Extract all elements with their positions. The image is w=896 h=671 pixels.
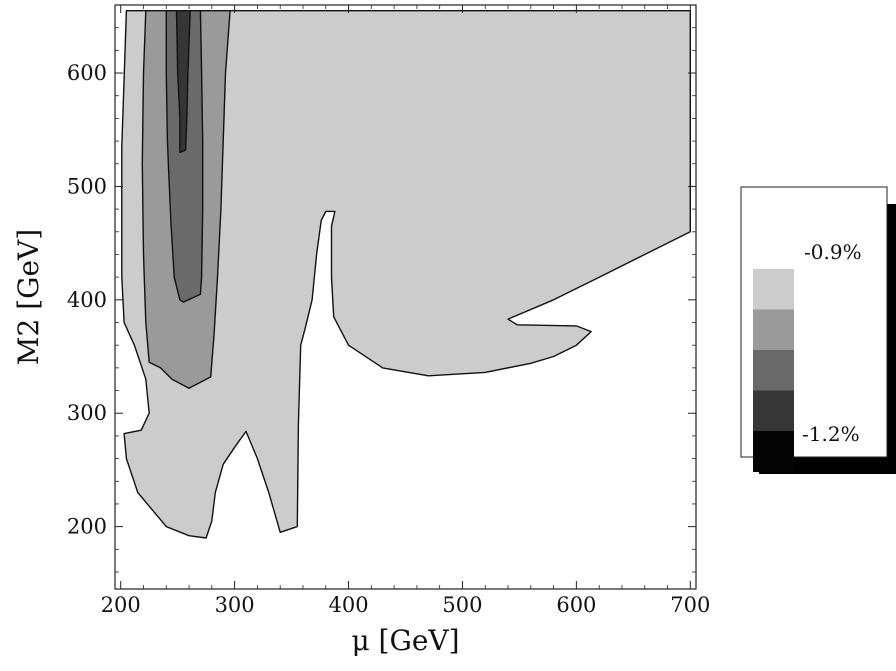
plot-area	[121, 10, 691, 539]
contour-region-0	[121, 10, 691, 539]
y-tick-label: 200	[67, 515, 107, 539]
x-axis: 200 300 400 500 600 700	[101, 5, 710, 617]
x-tick-label: 500	[442, 593, 482, 617]
legend: -0.9% -1.2%	[740, 186, 896, 474]
legend-swatch-0	[753, 269, 794, 310]
y-tick-label: 300	[67, 401, 107, 425]
legend-swatch-2	[753, 350, 794, 391]
legend-top-label: -0.9%	[804, 240, 862, 264]
y-tick-label: 400	[67, 288, 107, 312]
x-axis-label: μ [GeV]	[351, 624, 459, 657]
contour-region-3	[175, 10, 191, 154]
x-tick-label: 700	[670, 593, 710, 617]
plot-frame	[114, 4, 697, 590]
y-tick-label: 600	[67, 61, 107, 85]
y-axis: 200 300 400 500 600	[67, 27, 696, 573]
y-axis-label: M2 [GeV]	[12, 229, 45, 365]
legend-swatches	[753, 269, 794, 472]
x-tick-label: 400	[328, 593, 368, 617]
legend-bottom-label: -1.2%	[802, 422, 860, 446]
x-tick-label: 600	[556, 593, 596, 617]
legend-swatch-4	[753, 431, 794, 472]
x-tick-label: 300	[215, 593, 255, 617]
x-tick-label: 200	[101, 593, 141, 617]
contour-region-2	[165, 10, 204, 303]
legend-swatch-1	[753, 309, 794, 351]
legend-swatch-3	[753, 390, 794, 432]
y-tick-label: 500	[67, 174, 107, 198]
